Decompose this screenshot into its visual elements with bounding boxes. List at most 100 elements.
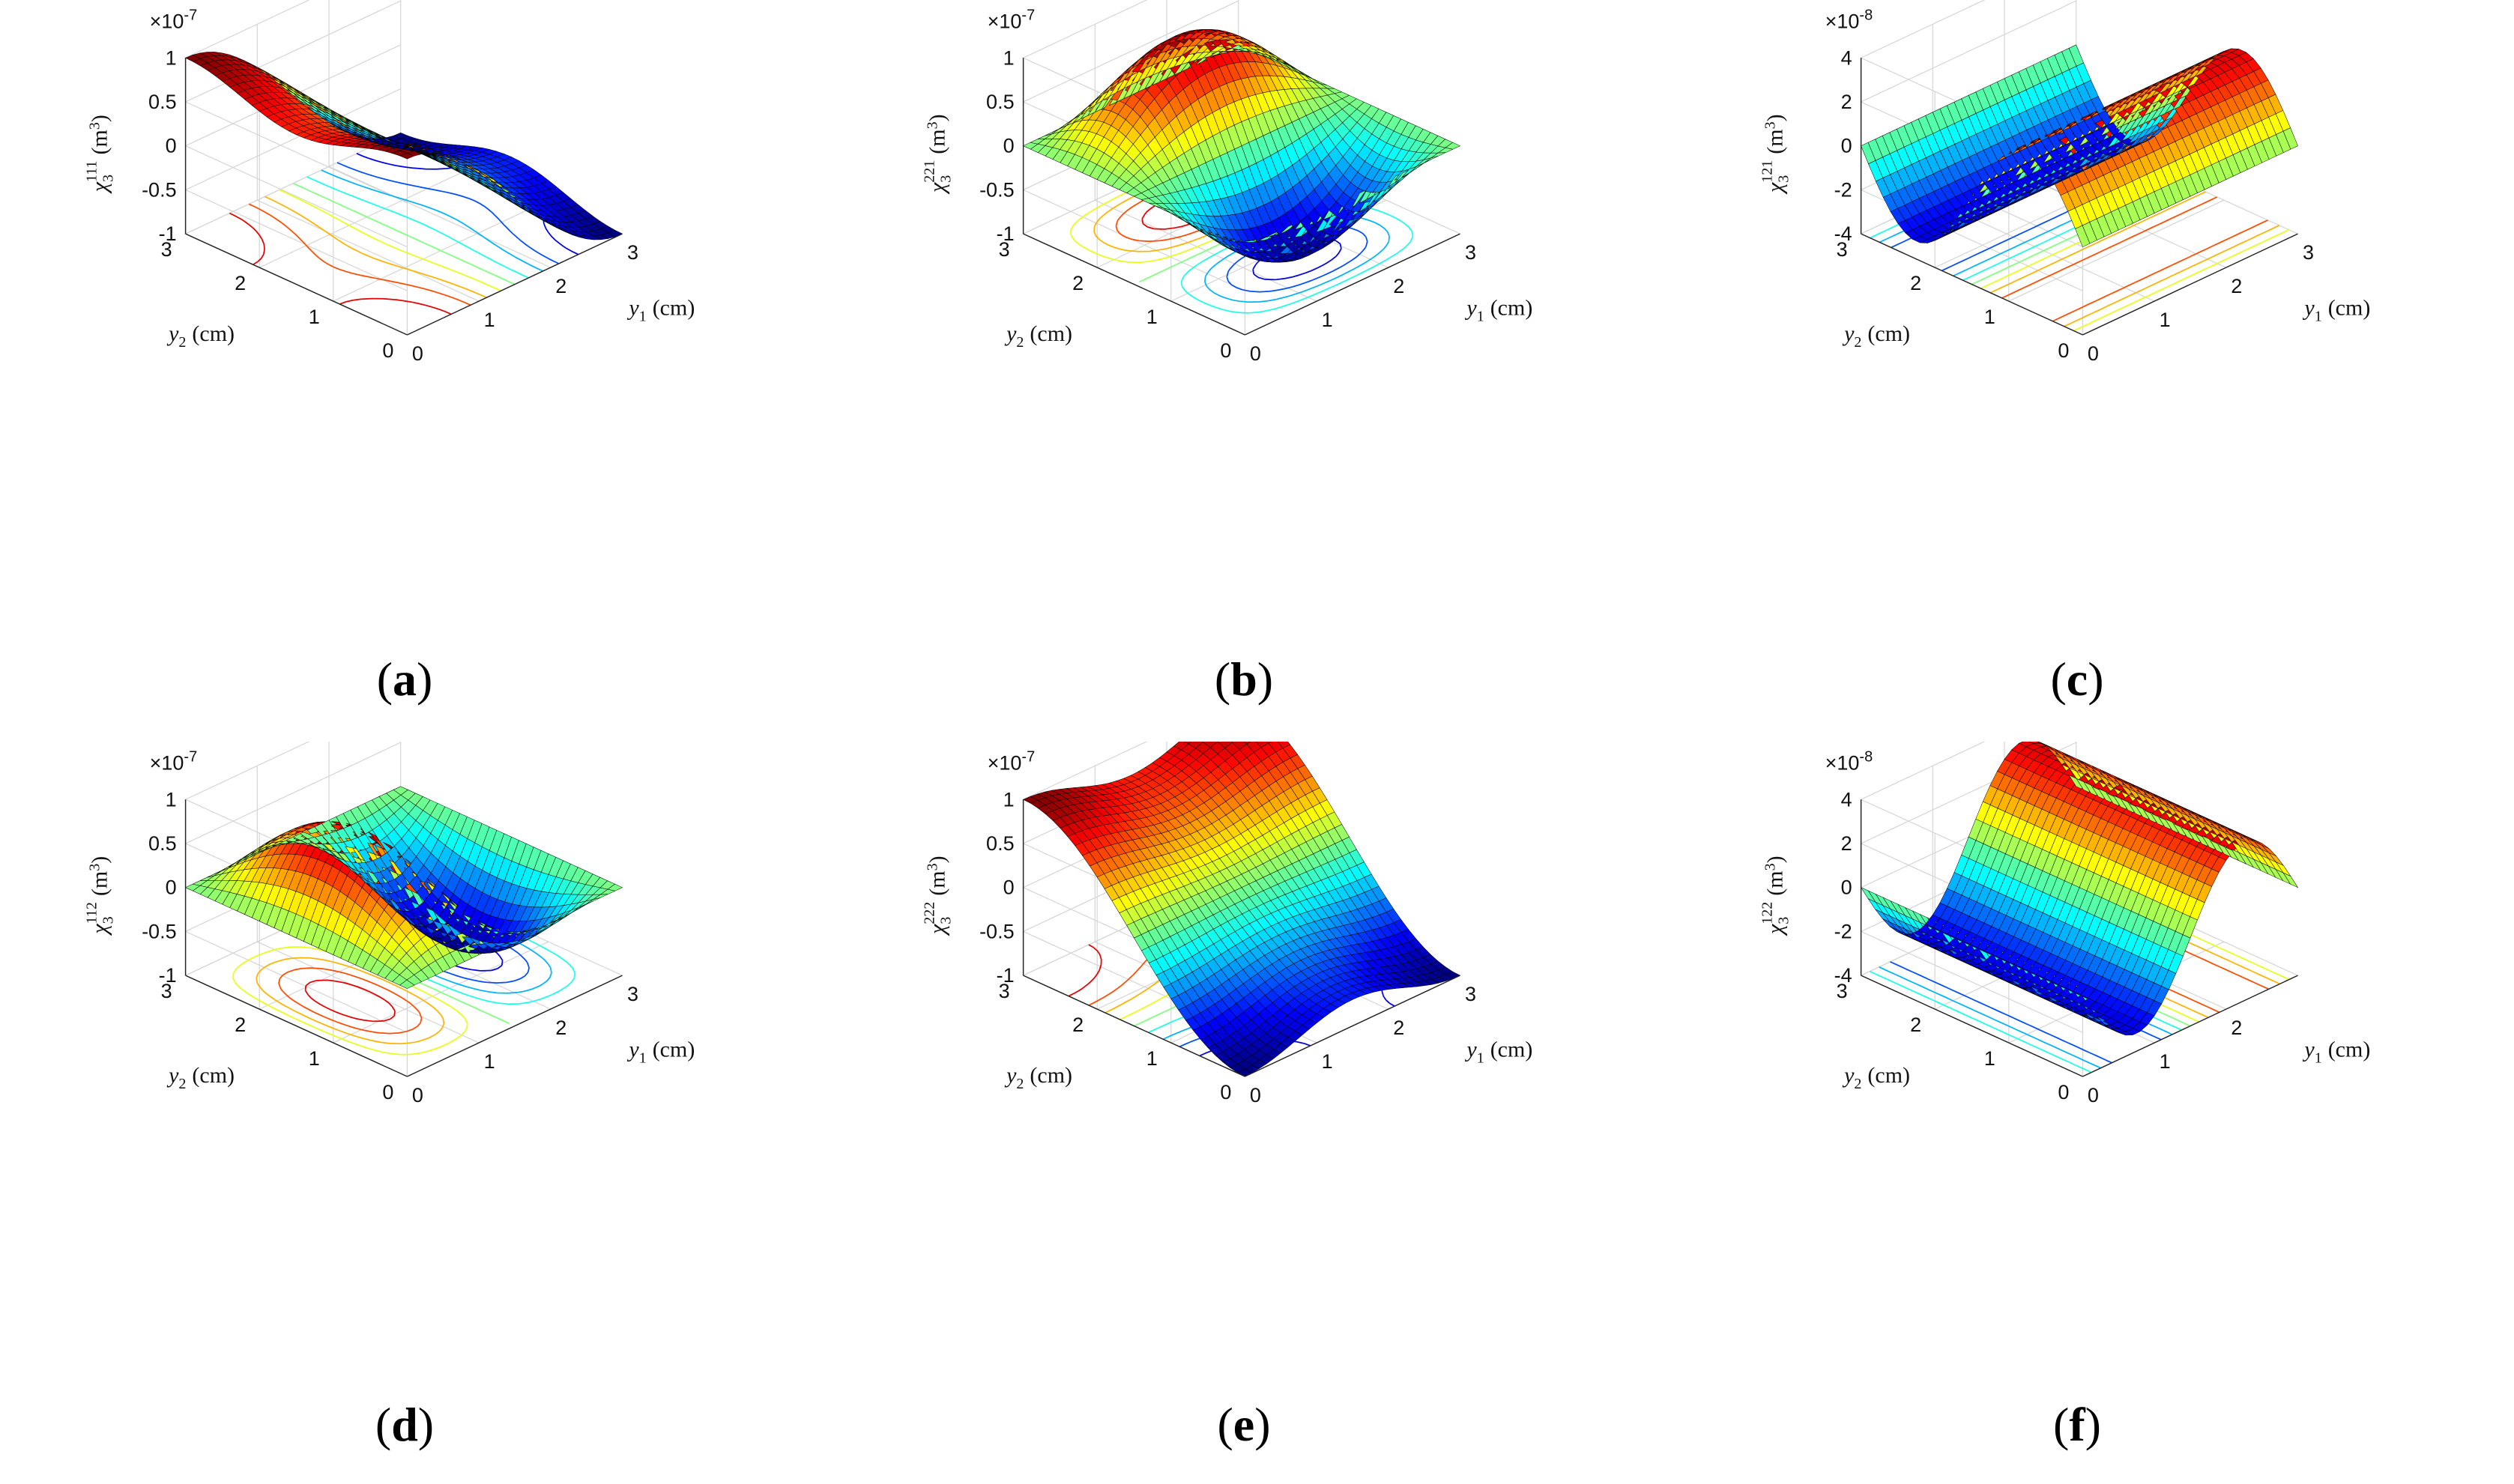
z-tick-label: -0.5	[979, 178, 1015, 201]
z-tick-label: 0	[166, 135, 177, 157]
contour-line	[292, 182, 516, 285]
surface-patch	[2282, 127, 2298, 150]
contour-line	[2001, 196, 2268, 322]
subplot-f: 4 2 0 -2 -4 0 1 2 0 1 2 3 ×10-8 χ3122(m3) y1 (cm) y2 (cm)	[1676, 742, 2513, 1483]
y1-axis-label: y1 (cm)	[626, 1038, 695, 1067]
z-tick-label: 0	[1003, 135, 1015, 157]
y2-axis-label: y2 (cm)	[166, 1063, 235, 1092]
z-tick-label: -1	[997, 964, 1015, 987]
y-tick-label: 2	[1072, 1014, 1084, 1036]
y2-axis-label: y2 (cm)	[1842, 321, 1910, 351]
y-tick-label: 0	[1220, 1081, 1231, 1103]
surface-patch	[607, 883, 623, 891]
axis-lines	[1860, 58, 2298, 336]
z-tick-label: 0.5	[986, 832, 1015, 855]
x-tick-label: 3	[627, 983, 638, 1005]
surface-mesh	[184, 52, 623, 240]
x-tick-label: 2	[1393, 1017, 1404, 1039]
subplot-b: 1 0.5 0 -0.5 -1 0 1 2 3 0 1 2 3 ×10-7 χ3221(m3) y1 (cm) y…	[838, 0, 1676, 742]
x-tick-label: 3	[1465, 241, 1476, 264]
x-tick-label: 3	[1465, 983, 1476, 1005]
z-axis-label: χ3222(m3)	[922, 855, 955, 936]
z-tick-label: 0	[1841, 135, 1852, 157]
subplot-e: 1 0.5 0 -0.5 -1 0 1 2 3 0 1 2 3 ×10-7 χ3222(m3) y1 (cm) y…	[838, 742, 1676, 1483]
exponent-multiplier: ×10-7	[988, 7, 1036, 32]
z-tick-label: 4	[1841, 46, 1852, 69]
subplot-d: 1 0.5 0 -0.5 -1 0 1 2 3 0 1 2 3 ×10-7 χ3112(m3) y1 (cm) y…	[0, 742, 838, 1483]
z-tick-label: 0.5	[148, 832, 177, 855]
z-tick-label: 0.5	[148, 91, 177, 113]
y2-axis-label: y2 (cm)	[166, 321, 235, 351]
z-tick-label: 0.5	[986, 91, 1015, 113]
y1-axis-label: y1 (cm)	[2302, 296, 2370, 325]
contour-line	[321, 169, 544, 272]
exponent-multiplier: ×10-7	[150, 7, 198, 32]
contour-line	[265, 196, 487, 299]
z-tick-label: -1	[997, 222, 1015, 245]
contour-line	[304, 979, 396, 1023]
contour-line	[1989, 191, 2280, 327]
x-tick-label: 0	[1250, 1084, 1261, 1106]
x-tick-label: 2	[1393, 275, 1404, 297]
y-tick-label: 2	[1910, 272, 1921, 294]
floor-contours	[229, 153, 579, 315]
z-tick-label: -0.5	[142, 920, 177, 942]
x-tick-label: 0	[412, 1084, 423, 1106]
surface-mesh	[184, 786, 623, 989]
z-axis-label: χ3112(m3)	[84, 856, 117, 936]
z-tick-label: -2	[1834, 178, 1852, 201]
axis-lines	[184, 799, 623, 1077]
z-tick-label: 1	[166, 46, 177, 69]
y-tick-label: 1	[309, 1047, 320, 1070]
contour-line	[306, 176, 529, 279]
contour-line	[336, 162, 560, 264]
y-tick-label: 0	[2058, 339, 2069, 362]
z-axis-label: χ3121(m3)	[1759, 114, 1792, 195]
y-tick-label: 3	[161, 980, 172, 1002]
y-tick-label: 3	[161, 238, 172, 261]
x-tick-label: 3	[627, 241, 638, 264]
z-tick-label: -1	[159, 222, 177, 245]
z-tick-label: 1	[1003, 788, 1015, 811]
y2-axis-label: y2 (cm)	[1004, 321, 1072, 351]
x-tick-label: 2	[555, 275, 566, 297]
contour-line	[248, 203, 471, 306]
surface-mesh	[1860, 742, 2299, 1036]
surface-mesh	[1861, 44, 2298, 247]
z-tick-label: -1	[159, 964, 177, 987]
z-tick-label: 0	[166, 876, 177, 899]
y2-axis-label: y2 (cm)	[1004, 1063, 1072, 1092]
z-tick-label: 1	[1003, 46, 1015, 69]
x-tick-label: 1	[484, 1050, 495, 1073]
x-tick-label: 2	[2231, 275, 2242, 297]
contour-line	[279, 189, 501, 292]
x-tick-label: 1	[1322, 1050, 1333, 1073]
x-tick-label: 3	[2303, 241, 2314, 264]
y1-axis-label: y1 (cm)	[1464, 296, 1532, 325]
exponent-multiplier: ×10-8	[1825, 7, 1873, 32]
y1-axis-label: y1 (cm)	[626, 296, 695, 325]
z-tick-label: 2	[1841, 91, 1852, 113]
x-tick-label: 0	[2088, 342, 2099, 365]
surface-patch	[1445, 142, 1461, 150]
subplot-c: 4 2 0 -2 -4 0 1 2 3 0 1 2 3 ×10-8 χ3121(m3) y1 (cm) y2 (cm…	[1676, 0, 2513, 742]
z-tick-label: -4	[1834, 222, 1852, 245]
y-tick-label: 0	[382, 339, 393, 362]
y-tick-label: 2	[1072, 272, 1084, 294]
contour-line	[229, 212, 452, 315]
y-tick-label: 2	[235, 1014, 246, 1036]
y-tick-label: 1	[1984, 306, 1995, 328]
x-tick-label: 0	[1250, 342, 1261, 365]
z-axis-label: χ3221(m3)	[922, 114, 955, 195]
z-tick-label: 1	[166, 788, 177, 811]
